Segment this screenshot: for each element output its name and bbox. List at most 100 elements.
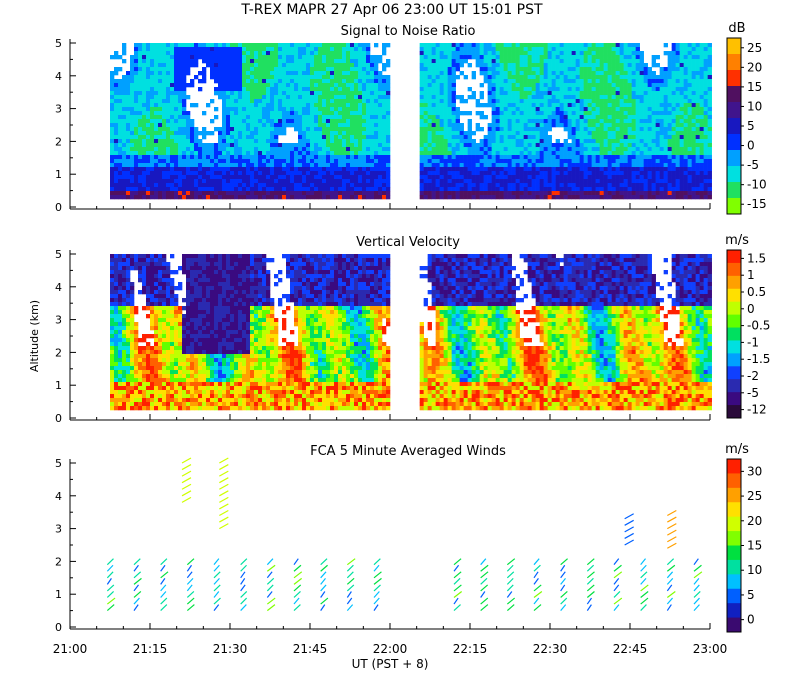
heatmap-cell [262,175,267,180]
heatmap-cell [190,163,195,168]
heatmap-cell [675,191,680,196]
heatmap-cell [631,63,636,68]
heatmap-cell [190,191,195,196]
heatmap-cell [318,151,323,156]
heatmap-cell [314,99,319,104]
heatmap-cell [591,123,596,128]
heatmap-cell [158,51,163,56]
heatmap-cell [278,67,283,72]
heatmap-cell [675,71,680,76]
heatmap-cell [294,127,299,132]
heatmap-cell [306,159,311,164]
heatmap-cell [627,83,632,88]
heatmap-cell [298,51,303,56]
heatmap-cell [659,151,664,156]
heatmap-cell [314,59,319,64]
heatmap-cell [599,159,604,164]
heatmap-cell [150,163,155,168]
heatmap-cell [491,43,496,48]
heatmap-cell [523,111,528,116]
heatmap-cell [679,183,684,188]
heatmap-cell [238,43,243,48]
heatmap-cell [222,191,227,196]
heatmap-cell [322,151,327,156]
heatmap-cell [623,187,628,192]
heatmap-cell [611,99,616,104]
heatmap-cell [487,91,492,96]
heatmap-cell [475,159,480,164]
heatmap-cell [170,171,175,176]
heatmap-cell [278,103,283,108]
heatmap-cell [603,163,608,168]
heatmap-cell [471,91,476,96]
heatmap-cell [370,179,375,184]
heatmap-cell [250,91,255,96]
heatmap-cell [607,91,612,96]
heatmap-cell [631,67,636,72]
heatmap-cell [563,187,568,192]
heatmap-cell [374,139,379,144]
heatmap-cell [142,107,147,112]
heatmap-cell [471,191,476,196]
heatmap-cell [667,59,672,64]
heatmap-cell [366,179,371,184]
heatmap-cell [146,131,151,136]
heatmap-cell [583,59,588,64]
heatmap-cell [443,71,448,76]
heatmap-cell [274,139,279,144]
heatmap-cell [138,187,143,192]
heatmap-cell [270,91,275,96]
heatmap-cell [663,175,668,180]
heatmap-cell [186,43,191,48]
heatmap-cell [186,135,191,140]
heatmap-cell [294,143,299,148]
heatmap-cell [214,79,219,84]
heatmap-cell [567,103,572,108]
heatmap-cell [274,55,279,60]
heatmap-cell [318,83,323,88]
heatmap-cell [547,119,552,124]
heatmap-cell [491,71,496,76]
heatmap-cell [511,143,516,148]
heatmap-cell [146,135,151,140]
heatmap-cell [487,123,492,128]
heatmap-cell [467,135,472,140]
heatmap-cell [667,147,672,152]
heatmap-cell [579,79,584,84]
heatmap-cell [635,119,640,124]
heatmap-cell [543,51,548,56]
heatmap-cell [226,99,231,104]
heatmap-cell [431,191,436,196]
heatmap-cell [250,95,255,100]
heatmap-cell [330,79,335,84]
heatmap-cell [146,111,151,116]
heatmap-cell [142,99,147,104]
heatmap-cell [170,175,175,180]
heatmap-cell [471,159,476,164]
heatmap-cell [591,155,596,160]
heatmap-cell [154,79,159,84]
heatmap-cell [202,55,207,60]
heatmap-cell [378,59,383,64]
heatmap-cell [266,79,271,84]
heatmap-cell [451,83,456,88]
heatmap-cell [234,147,239,152]
heatmap-cell [623,131,628,136]
heatmap-cell [423,63,428,68]
heatmap-cell [278,127,283,132]
heatmap-cell [483,143,488,148]
heatmap-cell [266,151,271,156]
heatmap-cell [374,91,379,96]
heatmap-cell [619,195,624,200]
heatmap-cell [162,131,167,136]
heatmap-cell [639,119,644,124]
heatmap-cell [382,135,387,140]
heatmap-cell [479,143,484,148]
heatmap-cell [246,95,251,100]
heatmap-cell [527,151,532,156]
heatmap-cell [555,111,560,116]
heatmap-cell [587,83,592,88]
heatmap-cell [643,195,648,200]
heatmap-cell [679,139,684,144]
heatmap-cell [318,187,323,192]
